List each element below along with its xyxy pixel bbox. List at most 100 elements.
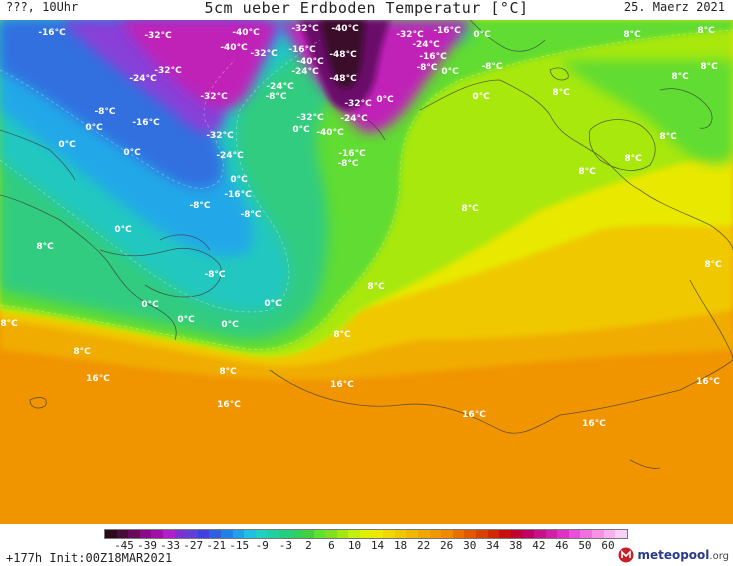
colorbar-swatch: [545, 530, 558, 538]
temperature-label: 8°C: [578, 167, 596, 177]
colorbar-swatch: [348, 530, 361, 538]
colorbar-swatch: [615, 530, 627, 538]
temperature-label: -24°C: [412, 40, 440, 50]
temperature-label: 0°C: [58, 140, 76, 150]
isotherms: [0, 29, 733, 350]
temperature-label: -32°C: [154, 66, 182, 76]
map-footer: -45 -39 -33 -27 -21 -15 -9 -3 2 6 10 14 18 22 26 30 34 38…: [0, 524, 733, 566]
colorbar-swatch: [244, 530, 256, 538]
temperature-label: 0°C: [230, 175, 248, 185]
field-band-east-green: [560, 60, 733, 164]
colorbar-tick-label: 10: [347, 539, 362, 552]
colorbar-swatch: [116, 530, 129, 538]
temperature-field: [0, 20, 733, 524]
forecast-day-hour: ???, 10Uhr: [6, 0, 79, 14]
temperature-label: 8°C: [671, 72, 689, 82]
meteopool-logo[interactable]: meteopool.org: [618, 546, 729, 564]
colorbar-swatch: [209, 530, 221, 538]
colorbar-tick-label: -15: [229, 539, 250, 552]
colorbar-swatch: [568, 530, 581, 538]
temperature-label: -32°C: [396, 30, 424, 40]
temperature-label: -16°C: [132, 118, 160, 128]
temperature-label: 0°C: [264, 299, 282, 309]
colorbar-tick-label: -27: [183, 539, 204, 552]
temperature-label: -24°C: [129, 74, 157, 84]
temperature-label: 16°C: [462, 410, 486, 420]
temperature-label: -24°C: [291, 67, 319, 77]
colorbar-tick-label: -3: [278, 539, 292, 552]
colorbar-swatch: [336, 530, 349, 538]
field-band-dark: [320, 20, 365, 89]
colorbar-swatch: [418, 530, 430, 538]
colorbar-swatch: [128, 530, 140, 538]
colorbar-swatch: [197, 530, 210, 538]
temperature-label: -16°C: [38, 28, 66, 38]
temperature-label: -8°C: [416, 63, 437, 73]
colorbar-tick-label: 60: [601, 539, 615, 552]
temperature-map: -16°C -32°C -40°C -32°C -40°C-32°C -16°C 0°C 8°…: [0, 20, 733, 524]
temperature-label: 8°C: [697, 26, 715, 36]
colorbar-ticks: -45 -39 -33 -27 -21 -15 -9 -3 2 6 10 14 18 22 26 30 34 38…: [104, 539, 628, 553]
temperature-label: -32°C: [144, 31, 172, 41]
colorbar-swatch: [441, 530, 453, 538]
temperature-label: 0°C: [472, 92, 490, 102]
temperature-label: 16°C: [86, 374, 110, 384]
temperature-label: -48°C: [329, 74, 357, 84]
temperature-label: 0°C: [292, 125, 310, 135]
temperature-label: 0°C: [177, 315, 195, 325]
temperature-colorbar: [104, 529, 628, 539]
colorbar-swatch: [220, 530, 233, 538]
temperature-label: -8°C: [204, 270, 225, 280]
temperature-label: 0°C: [221, 320, 239, 330]
coastlines: [0, 20, 733, 469]
temperature-label: 8°C: [367, 282, 385, 292]
colorbar-tick-label: 2: [305, 539, 312, 552]
temperature-label: -32°C: [200, 92, 228, 102]
colorbar-swatch: [580, 530, 592, 538]
temperature-labels: -16°C -32°C -40°C -32°C -40°C-32°C -16°C 0°C 8°…: [0, 24, 722, 429]
temperature-label: -24°C: [266, 82, 294, 92]
temperature-label: -16°C: [288, 45, 316, 55]
colorbar-swatch: [267, 530, 279, 538]
temperature-label: -8°C: [240, 210, 261, 220]
temperature-label: 8°C: [704, 260, 722, 270]
temperature-label: -40°C: [331, 24, 359, 34]
field-band-magenta: [120, 20, 470, 133]
colorbar-tick-label: -33: [160, 539, 181, 552]
temperature-label: 8°C: [219, 367, 237, 377]
temperature-label: -16°C: [338, 149, 366, 159]
temperature-label: -32°C: [344, 99, 372, 109]
colorbar-swatch: [591, 530, 604, 538]
colorbar-swatch: [510, 530, 523, 538]
temperature-label: 0°C: [376, 95, 394, 105]
colorbar-swatch: [186, 530, 198, 538]
temperature-label: -32°C: [250, 49, 278, 59]
colorbar-swatch: [105, 530, 117, 538]
colorbar-swatch: [464, 530, 476, 538]
colorbar-tick-label: -39: [137, 539, 157, 552]
colorbar-swatch: [313, 530, 326, 538]
temperature-label: 0°C: [123, 148, 141, 158]
temperature-label: -32°C: [291, 24, 319, 34]
colorbar-swatch: [557, 530, 569, 538]
colorbar-swatch: [278, 530, 291, 538]
colorbar-tick-label: -9: [255, 539, 269, 552]
colorbar-swatch: [533, 530, 546, 538]
temperature-label: -16°C: [224, 190, 252, 200]
temperature-label: 0°C: [141, 300, 159, 310]
colorbar-swatch: [394, 530, 407, 538]
temperature-label: 16°C: [217, 400, 241, 410]
temperature-label: 16°C: [582, 419, 606, 429]
temperature-label: -32°C: [296, 113, 324, 123]
colorbar-tick-label: 46: [555, 539, 569, 552]
map-title: 5cm ueber Erdboden Temperatur [°C]: [204, 0, 529, 17]
temperature-label: -16°C: [433, 26, 461, 36]
colorbar-swatch: [290, 530, 303, 538]
colorbar-tick-label: 18: [393, 539, 408, 552]
colorbar-swatch: [406, 530, 419, 538]
colorbar-tick-label: 6: [328, 539, 335, 552]
temperature-label: -48°C: [329, 50, 357, 60]
colorbar-swatch: [325, 530, 337, 538]
temperature-label: -16°C: [419, 52, 447, 62]
forecast-date: 25. Maerz 2021: [623, 0, 725, 14]
